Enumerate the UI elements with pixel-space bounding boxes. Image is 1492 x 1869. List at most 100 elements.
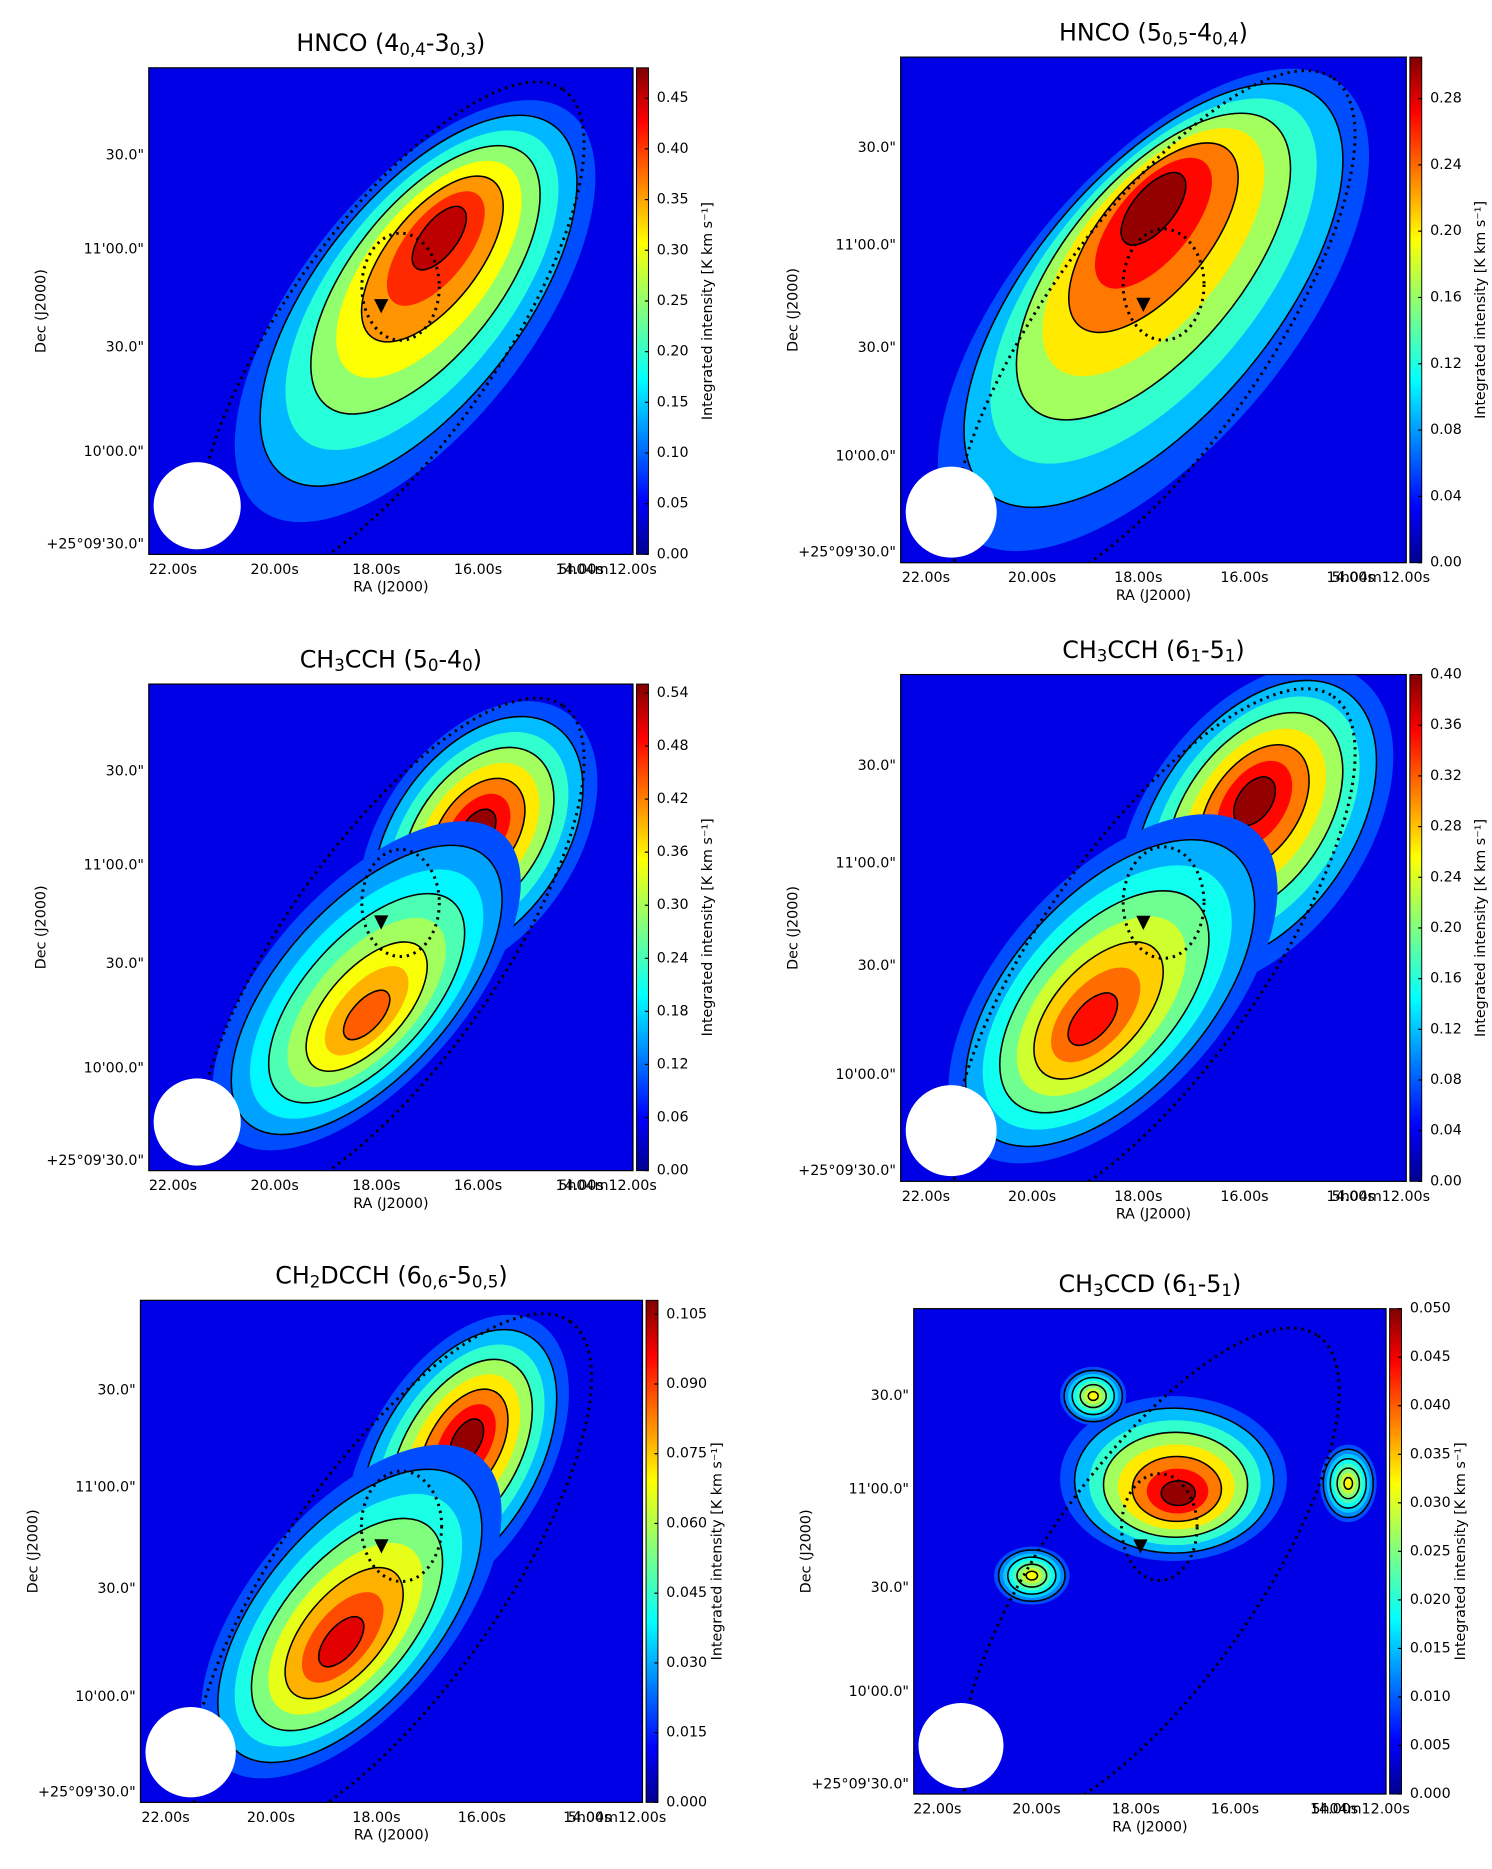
colorbar-tick-label: 0.40 [657,141,689,157]
y-axis-label: Dec (J2000) [25,1509,41,1593]
intensity-level [1025,1570,1039,1581]
y-tick-label: 30.0" [871,1388,909,1404]
title-part: ) [473,645,482,673]
dotted-contour [950,69,1357,563]
source-marker [1133,1539,1148,1554]
colorbar [636,67,649,555]
panel-title: CH2DCCH (60,6-50,5) [275,1261,507,1291]
y-tick-label: 30.0" [97,1383,135,1399]
colorbar-tick-label: 0.025 [1410,1543,1451,1559]
intensity-level [1343,1476,1354,1490]
y-tick-label: 10'00.0" [84,1060,144,1076]
y-tick-label: 11'00.0" [84,241,144,257]
title-subscript: 0,5 [1162,29,1188,48]
y-axis-label: Dec (J2000) [34,269,50,353]
y-tick-label: +25°09'30.0" [798,1163,896,1179]
title-part: CH [300,645,334,673]
title-subscript: 0 [428,656,439,675]
title-part: CCD (6 [1104,1269,1188,1297]
beam [145,1706,236,1798]
x-tick-label: 5h04m12.00s [1332,570,1430,586]
y-tick-label: 30.0" [858,758,896,774]
title-subscript: 0 [462,656,473,675]
x-tick-label: 14.00s [563,1810,611,1826]
colorbar-tick-label: 0.00 [657,546,689,562]
colorbar-tick-label: 0.04 [1430,1123,1462,1139]
colorbar [645,1299,659,1803]
beam [153,1078,241,1166]
colorbar-tick-label: 0.28 [1430,819,1462,835]
colorbar [636,683,649,1172]
colorbar-tick-label: 0.015 [666,1725,707,1741]
beam [918,1703,1004,1789]
x-axis-label: RA (J2000) [1116,588,1191,604]
colorbar-tick-label: 0.30 [657,242,689,258]
colorbar-tick-label: 0.45 [657,90,689,106]
title-part: ) [1235,635,1244,663]
x-tick-label: 5h04m12.00s [1311,1802,1409,1818]
x-tick-label: 20.00s [1008,1189,1056,1205]
beam [153,462,241,550]
colorbar-tick-label: 0.42 [657,791,689,807]
map [900,57,1407,563]
x-tick-label: 18.00s [352,562,400,578]
colorbar-tick-label: 0.16 [1430,289,1462,305]
panel: CH3CCH (61-51) +25°09'30.0" 10'00.0" 30.0" 1… [786,635,1490,1222]
x-tick-label: 20.00s [247,1810,295,1826]
intensity-level [1067,992,1119,1047]
colorbar-tick-label: 0.060 [666,1515,707,1531]
x-tick-label: 22.00s [149,1178,197,1194]
colorbar-label: Integrated intensity [K km s⁻¹] [1473,201,1489,419]
y-tick-label: 30.0" [858,340,896,356]
colorbar-tick-label: 0.24 [1430,869,1462,885]
colorbar-tick-label: 0.28 [1430,91,1462,107]
y-tick-label: 10'00.0" [835,449,895,465]
colorbar-tick-label: 0.18 [657,1003,689,1019]
title-part: -3 [426,29,450,57]
dotted-contour [1121,227,1206,342]
colorbar-tick-label: 0.020 [1410,1592,1451,1608]
panel-title: HNCO (40,4-30,3) [296,29,485,59]
colorbar-tick-label: 0.00 [657,1163,689,1179]
map [148,684,633,1171]
panel: HNCO (40,4-30,3) +25°09'30.0" 10'00.0" 30.0… [34,29,716,596]
y-tick-label: 30.0" [858,140,896,156]
dotted-contour [959,1326,1341,1795]
colorbar-tick-label: 0.12 [657,1056,689,1072]
y-axis-label: Dec (J2000) [799,1509,815,1593]
intensity-level [342,989,391,1041]
panel-title: CH3CCH (61-51) [1062,635,1244,665]
colorbar-tick-label: 0.090 [666,1376,707,1392]
x-tick-label: 16.00s [1211,1802,1259,1818]
colorbar-tick-label: 0.040 [1410,1398,1451,1414]
beam [905,466,997,558]
title-subscript: 0,4 [399,39,425,58]
colorbar-label: Integrated intensity [K km s⁻¹] [1473,819,1489,1037]
x-tick-label: 18.00s [1112,1802,1160,1818]
y-tick-label: 30.0" [106,340,144,356]
colorbar-label: Integrated intensity [K km s⁻¹] [1453,1442,1469,1660]
colorbar-label: Integrated intensity [K km s⁻¹] [700,818,716,1036]
x-tick-label: 16.00s [1220,570,1268,586]
x-tick-label: 14.00s [556,562,604,578]
y-tick-label: 11'00.0" [75,1480,135,1496]
colorbar-tick-label: 0.12 [1430,356,1462,372]
x-tick-label: 18.00s [1114,570,1162,586]
colorbar-tick-label: 0.105 [666,1306,707,1322]
y-tick-label: 10'00.0" [835,1067,895,1083]
colorbar-tick-label: 0.15 [657,394,689,410]
title-part: -5 [1201,635,1225,663]
panel-title: CH3CCH (50-40) [300,645,482,675]
colorbar-tick-label: 0.08 [1430,422,1462,438]
colorbar-tick-label: 0.20 [657,344,689,360]
intensity-level [1120,171,1187,246]
source-marker [374,1539,389,1554]
colorbar-label: Integrated intensity [K km s⁻¹] [700,202,716,420]
colorbar-tick-label: 0.035 [1410,1446,1451,1462]
colorbar-tick-label: 0.000 [666,1794,707,1810]
x-tick-label: 18.00s [1114,1189,1162,1205]
x-tick-label: 14.00s [1310,1802,1358,1818]
y-tick-label: 10'00.0" [84,444,144,460]
x-tick-label: 22.00s [141,1810,189,1826]
colorbar-tick-label: 0.35 [657,192,689,208]
